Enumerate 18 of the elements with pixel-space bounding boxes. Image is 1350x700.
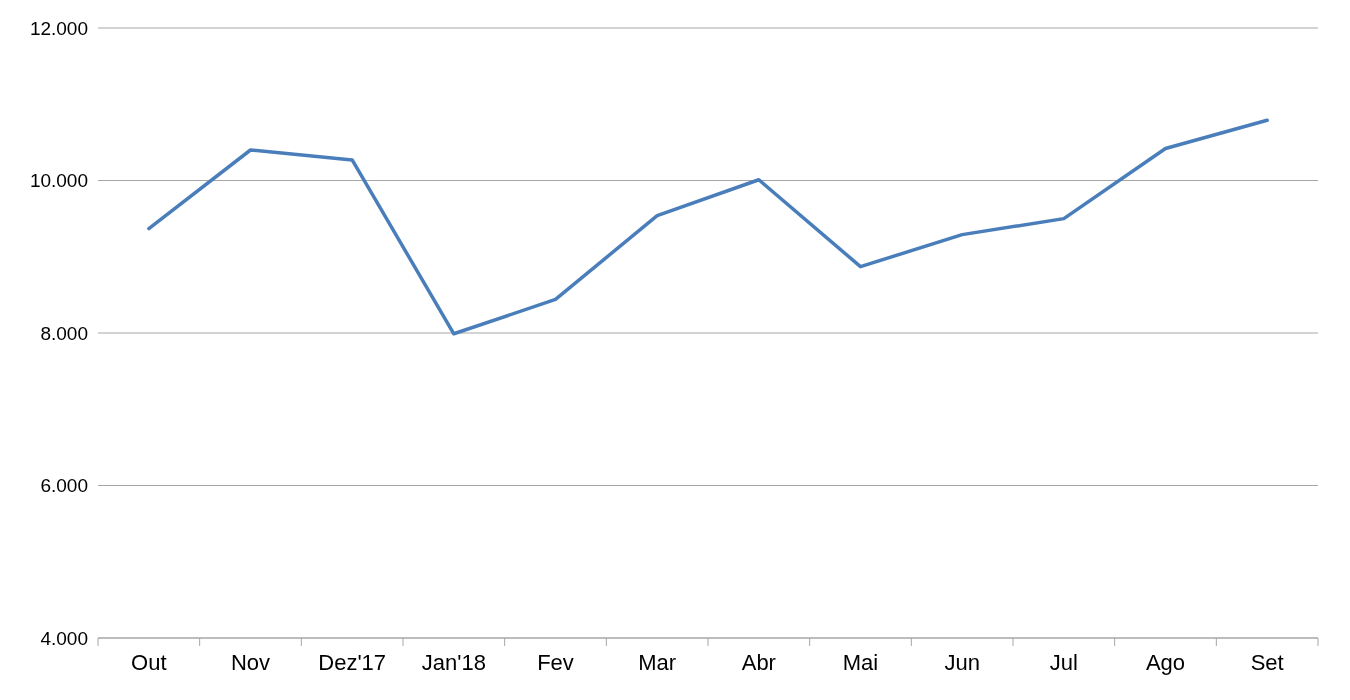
x-tick-label: Out bbox=[131, 650, 167, 675]
x-tick-label: Set bbox=[1250, 650, 1284, 675]
x-tick-label: Ago bbox=[1145, 650, 1186, 675]
y-tick-label: 10.000 bbox=[29, 170, 88, 192]
y-tick-label: 8.000 bbox=[40, 322, 88, 344]
x-tick-label: Nov bbox=[230, 650, 271, 675]
x-tick-label: Abr bbox=[741, 650, 776, 675]
x-tick-label: Jul bbox=[1049, 650, 1078, 675]
x-tick-label: Mar bbox=[638, 650, 677, 675]
y-tick-label: 6.000 bbox=[40, 475, 88, 497]
x-tick-label: Jan'18 bbox=[421, 650, 486, 675]
x-tick-label: Jun bbox=[944, 650, 980, 675]
x-tick-label: Fev bbox=[537, 650, 574, 675]
x-tick-label: Mai bbox=[842, 650, 879, 675]
y-tick-label: 4.000 bbox=[40, 627, 88, 649]
y-tick-label: 12.000 bbox=[29, 17, 88, 39]
x-tick-label: Dez'17 bbox=[318, 650, 387, 675]
line-series bbox=[147, 118, 1269, 336]
